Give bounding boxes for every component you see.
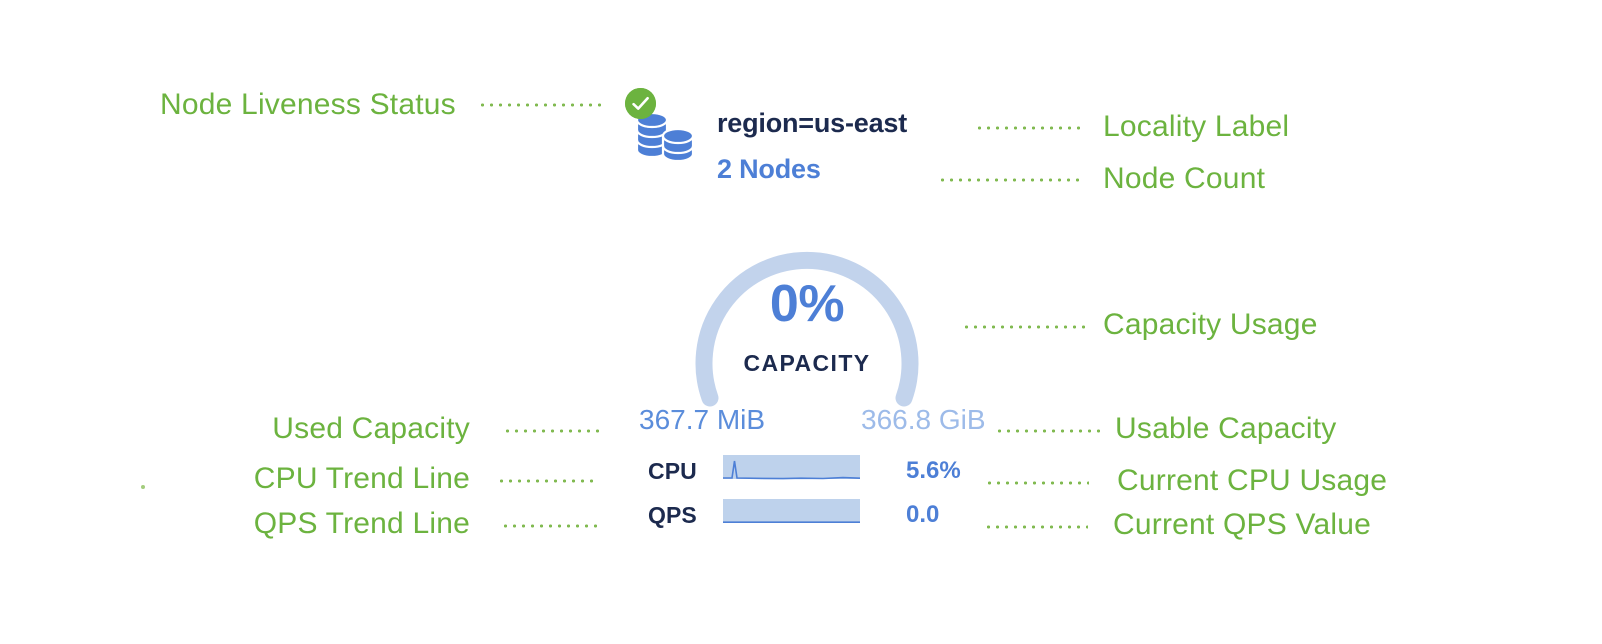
annotation-locality-label: Locality Label: [1103, 110, 1290, 143]
annotation-node-liveness-status: Node Liveness Status: [160, 88, 456, 121]
leader-current-qps-value: [984, 525, 1088, 529]
leader-node-count: [938, 178, 1083, 182]
node-count: 2 Nodes: [717, 154, 821, 184]
leader-qps-trend-line: [501, 524, 602, 528]
annotation-usable-capacity: Usable Capacity: [1115, 412, 1337, 445]
annotation-current-cpu-usage: Current CPU Usage: [1117, 464, 1388, 497]
usable-capacity-value: 366.8 GiB: [861, 404, 986, 435]
capacity-caption: CAPACITY: [743, 350, 871, 376]
database-stack-icon: [633, 106, 697, 168]
cpu-label: CPU: [648, 458, 697, 484]
annotation-current-qps-value: Current QPS Value: [1113, 508, 1371, 541]
node-header: region=us-east 2 Nodes: [625, 88, 1045, 198]
leader-capacity-usage: [962, 325, 1090, 329]
leader-current-cpu-usage: [985, 481, 1089, 485]
annotation-qps-trend-line: QPS Trend Line: [253, 507, 470, 540]
annotation-used-capacity: Used Capacity: [272, 412, 470, 445]
metric-row-cpu: CPU 5.6%: [648, 455, 968, 487]
used-capacity-value: 367.7 MiB: [639, 404, 766, 435]
locality-label: region=us-east: [717, 108, 908, 138]
capacity-percent: 0%: [769, 275, 845, 333]
cpu-value: 5.6%: [906, 457, 961, 484]
annotation-capacity-usage: Capacity Usage: [1103, 308, 1318, 341]
leader-cpu-trend-line: [497, 479, 598, 483]
cpu-sparkline: [723, 455, 860, 483]
metric-row-qps: QPS 0.0: [648, 499, 968, 531]
capacity-gauge: 0% CAPACITY: [668, 200, 946, 412]
stray-dot-decoration: [141, 485, 145, 489]
leader-node-liveness-status: [478, 103, 606, 107]
qps-sparkline: [723, 499, 860, 527]
qps-value: 0.0: [906, 501, 940, 528]
qps-label: QPS: [648, 502, 697, 528]
annotation-cpu-trend-line: CPU Trend Line: [253, 462, 470, 495]
leader-locality-label: [975, 126, 1083, 130]
leader-used-capacity: [503, 429, 601, 433]
leader-usable-capacity: [995, 429, 1100, 433]
annotation-node-count: Node Count: [1103, 162, 1266, 195]
check-circle-icon: [625, 88, 656, 119]
